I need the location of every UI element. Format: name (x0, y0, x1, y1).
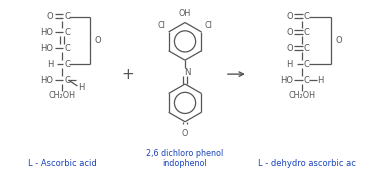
Text: O: O (94, 36, 101, 45)
Text: O: O (286, 12, 293, 21)
Text: +: + (122, 67, 135, 82)
Text: C: C (64, 12, 70, 21)
Text: H: H (286, 60, 293, 69)
Text: Cl: Cl (205, 21, 212, 30)
Text: H: H (318, 76, 324, 84)
Text: HO: HO (41, 28, 54, 37)
Text: HO: HO (279, 76, 293, 84)
Text: CH₂OH: CH₂OH (49, 91, 76, 100)
Text: O: O (286, 44, 293, 53)
Text: C: C (64, 28, 70, 37)
Text: Cl: Cl (158, 21, 166, 30)
Text: C: C (304, 28, 310, 37)
Text: 2,6 dichloro phenol
indophenol: 2,6 dichloro phenol indophenol (146, 149, 223, 168)
Text: C: C (64, 76, 70, 84)
Text: O: O (286, 28, 293, 37)
Text: H: H (78, 83, 85, 91)
Text: H: H (47, 60, 54, 69)
Text: L - Ascorbic acid: L - Ascorbic acid (28, 159, 97, 168)
Text: C: C (304, 60, 310, 69)
Text: O: O (182, 129, 188, 138)
Text: C: C (304, 76, 310, 84)
Text: HO: HO (41, 44, 54, 53)
Text: O: O (47, 12, 54, 21)
Text: C: C (304, 12, 310, 21)
Text: C: C (64, 44, 70, 53)
Text: CH₂OH: CH₂OH (288, 91, 315, 100)
Text: OH: OH (179, 9, 191, 18)
Text: L - dehydro ascorbic ac: L - dehydro ascorbic ac (257, 159, 356, 168)
Text: O: O (335, 36, 342, 45)
Text: N: N (184, 68, 190, 77)
Text: C: C (64, 60, 70, 69)
Text: C: C (304, 44, 310, 53)
Text: HO: HO (41, 76, 54, 84)
